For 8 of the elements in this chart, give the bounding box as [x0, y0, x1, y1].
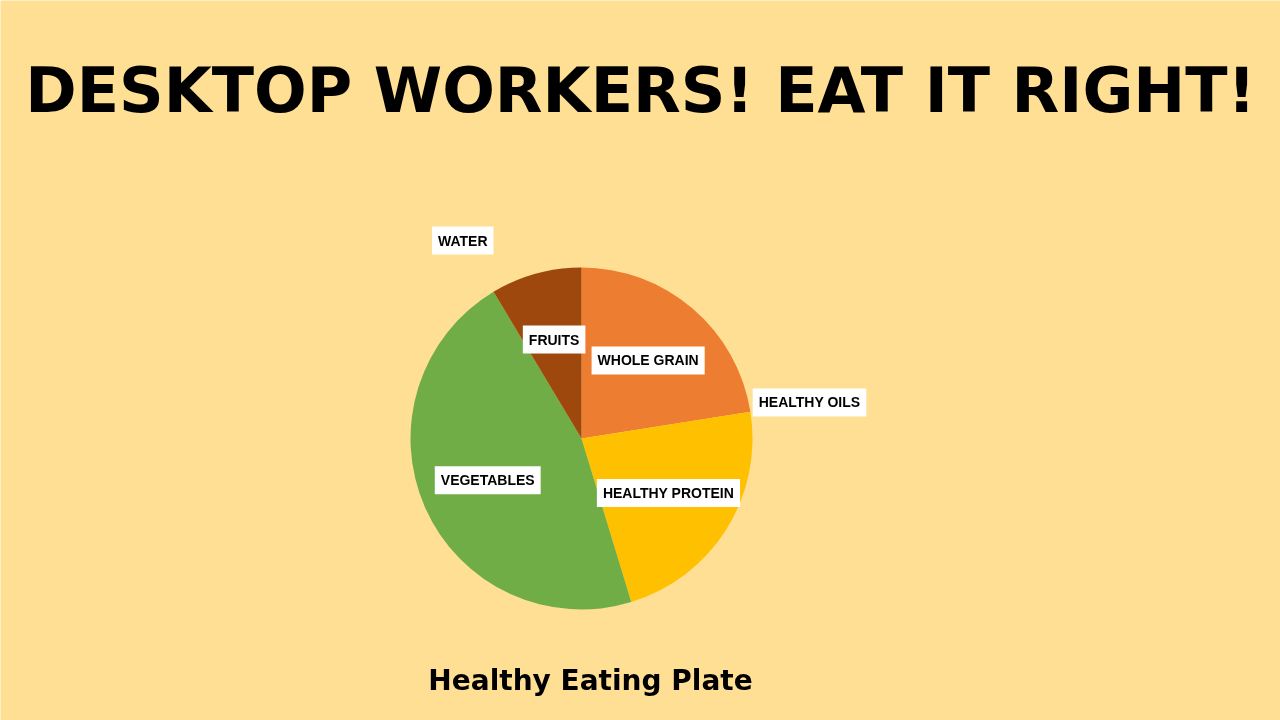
text: Healthy Eating Plate — [428, 664, 753, 697]
category-label: HEALTHY OILS — [758, 394, 861, 411]
slice-label: VEGETABLES — [440, 472, 535, 489]
slice-label: WHOLE GRAIN — [597, 352, 699, 369]
slice-label: HEALTHY PROTEIN — [602, 484, 734, 501]
slice-label: FRUITS — [528, 331, 580, 348]
chart-title: DESKTOP WORKERS! EAT IT RIGHT! — [25, 54, 1256, 127]
category-label: WATER — [437, 232, 488, 249]
